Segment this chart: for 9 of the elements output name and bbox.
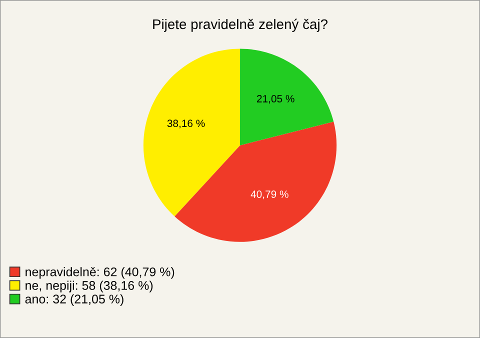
data-label: 38,16 % [167, 120, 205, 128]
data-label: 21,05 % [257, 95, 294, 104]
legend-label: ne, nepiji: 58 (38,16 %) [26, 280, 153, 292]
pie-slice [240, 48, 334, 146]
legend-label: nepravidelně: 62 (40,79 %) [26, 267, 174, 279]
chart-title: Pijete pravidelně zelený čaj? [153, 18, 328, 32]
pie-slice [143, 48, 240, 216]
data-label: 40,79 % [250, 190, 288, 200]
legend-label: ano: 32 (21,05 %) [25, 294, 124, 306]
